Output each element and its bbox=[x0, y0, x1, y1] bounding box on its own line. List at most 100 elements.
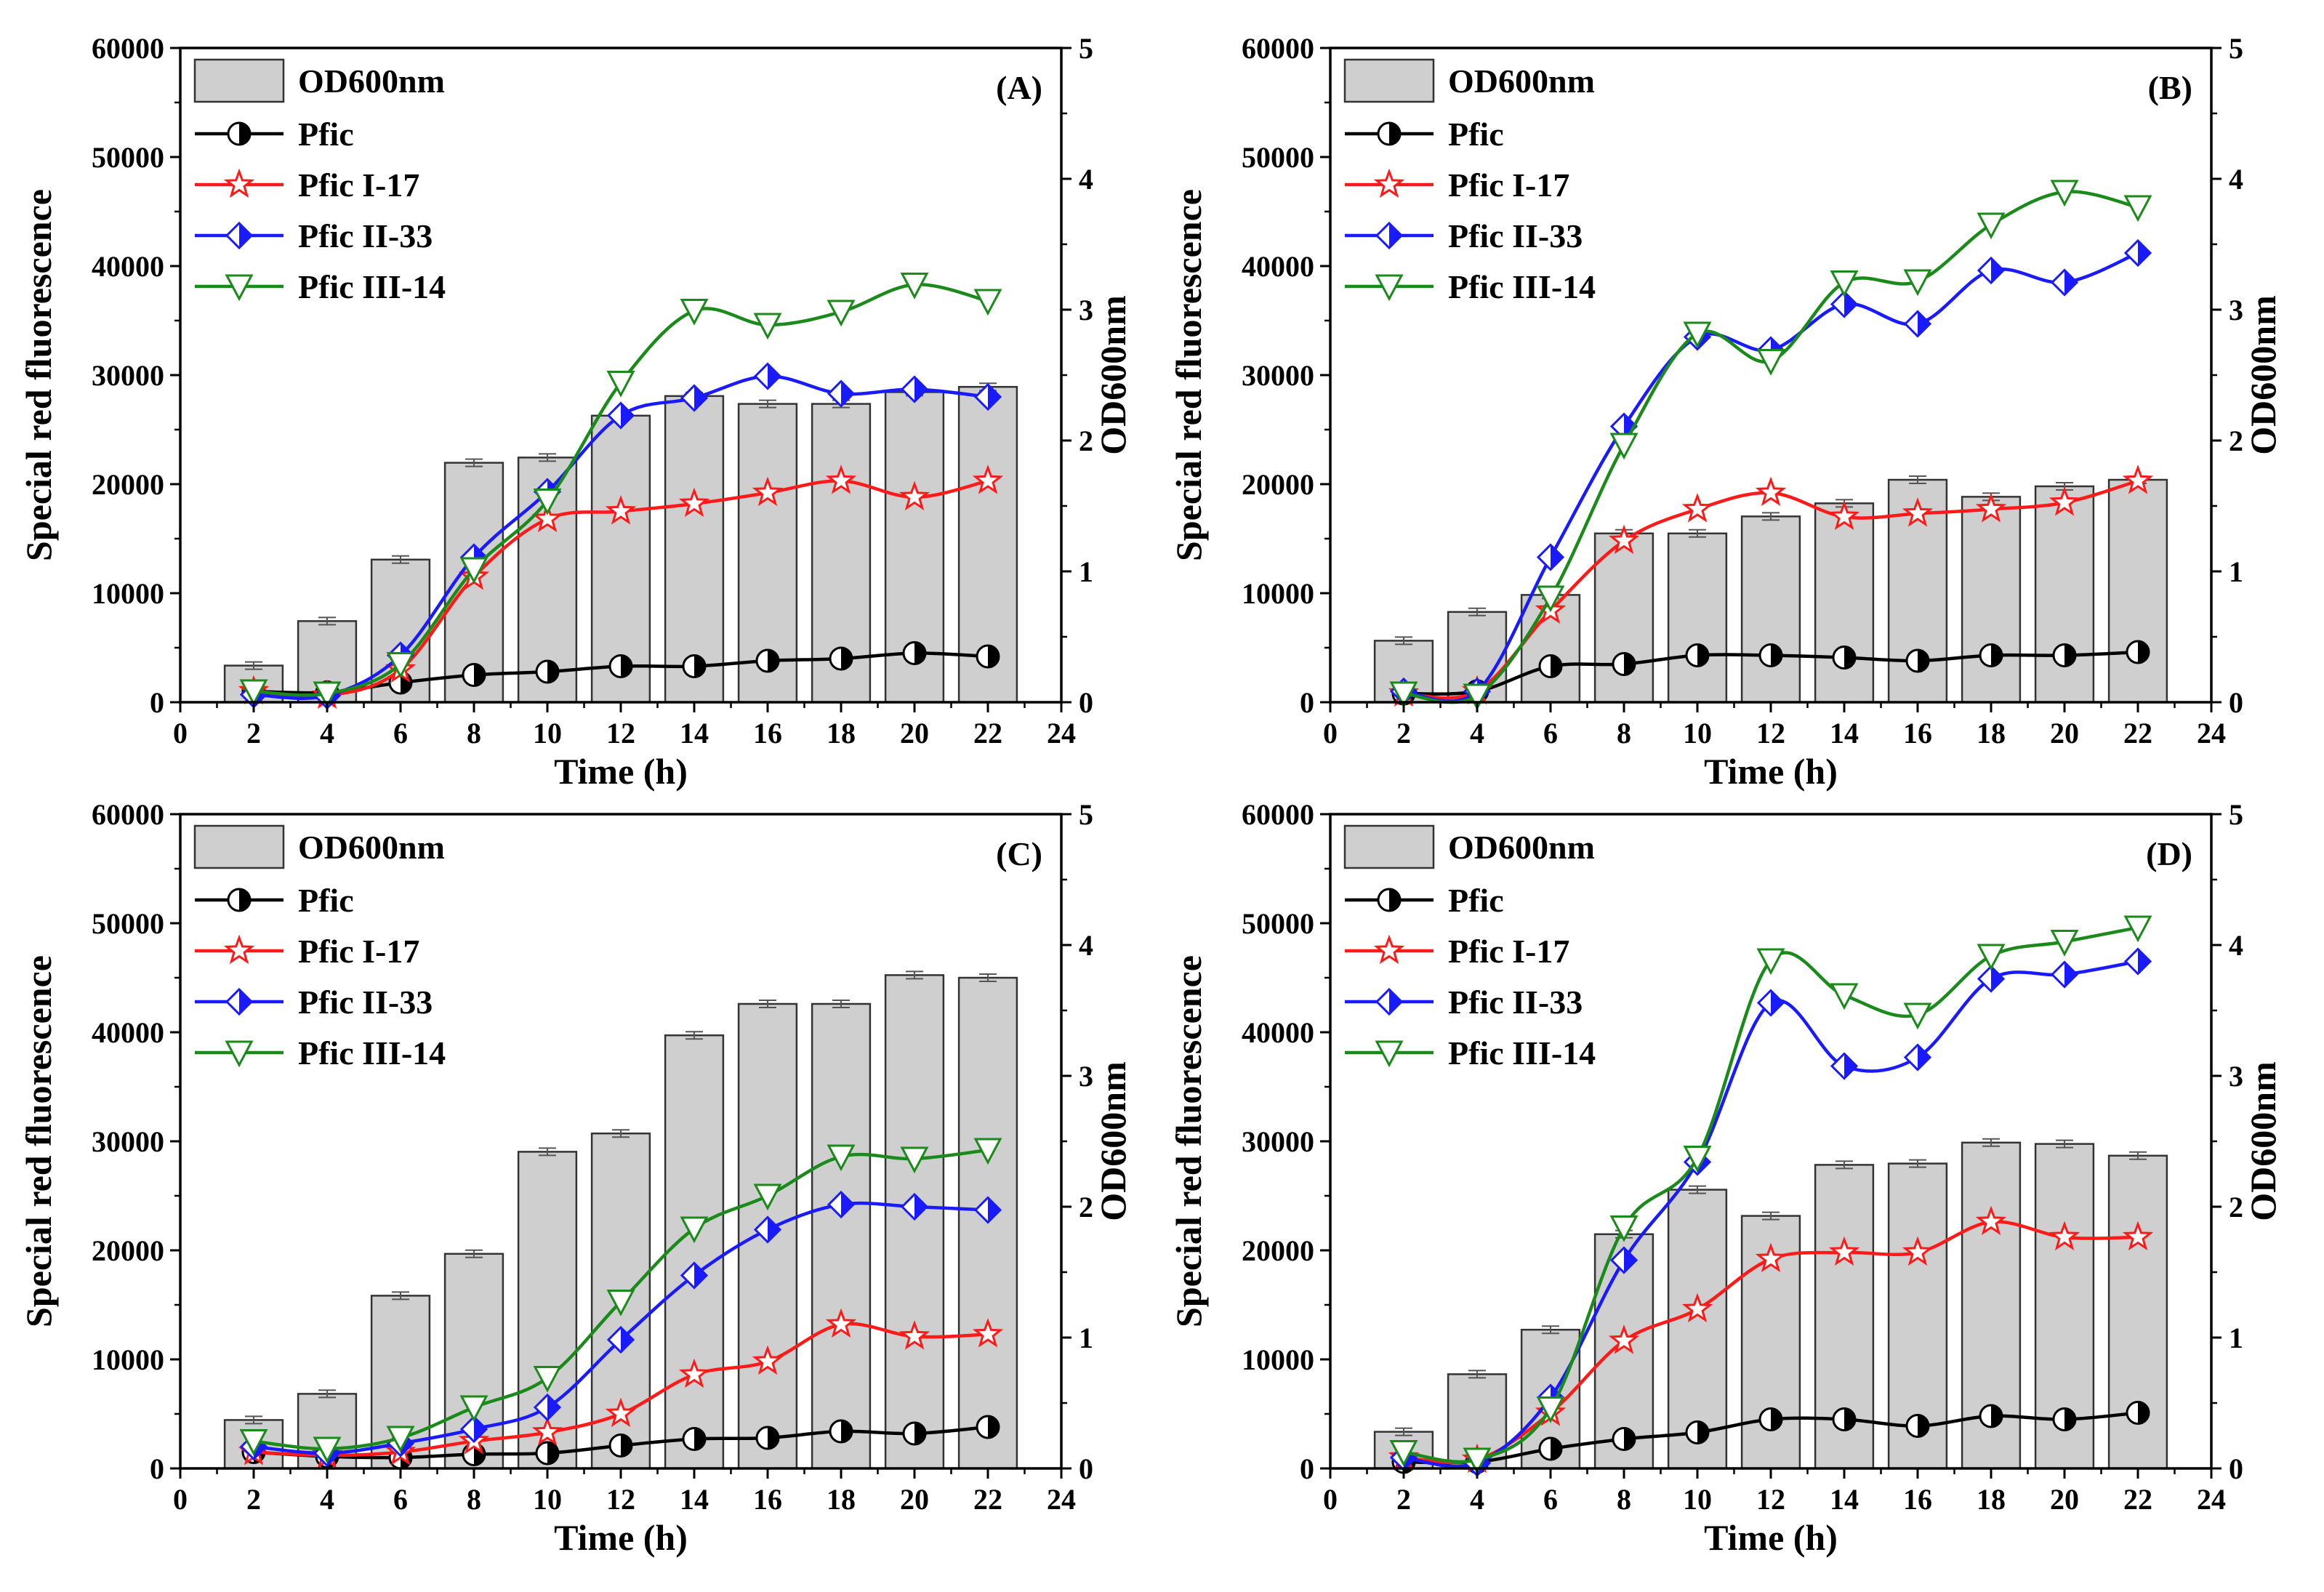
y-right-tick-label: 1 bbox=[2229, 1322, 2243, 1354]
x-tick-label: 4 bbox=[320, 1483, 334, 1516]
legend: OD600nm Pfic Pfic I-17 Pfic II-33 Pfic III-1… bbox=[1343, 58, 1596, 305]
legend-swatch-od600 bbox=[193, 824, 285, 869]
data-point-pfic-i-17 bbox=[1755, 476, 1787, 507]
data-point-pfic bbox=[1758, 643, 1783, 667]
data-point-pfic bbox=[462, 663, 486, 687]
y-left-tick-label: 50000 bbox=[92, 907, 164, 940]
legend-label-od600: OD600nm bbox=[1448, 829, 1595, 866]
data-point-pfic-iii-14 bbox=[1756, 948, 1785, 976]
x-tick-label: 6 bbox=[1543, 1483, 1558, 1516]
data-point-pfic-i-17 bbox=[2122, 465, 2154, 494]
error-bar bbox=[612, 1129, 630, 1138]
y-left-tick-label: 50000 bbox=[1242, 907, 1314, 940]
data-point-pfic-i-17 bbox=[531, 1416, 563, 1446]
x-tick-label: 6 bbox=[393, 1483, 408, 1516]
panel-label: (A) bbox=[996, 69, 1042, 106]
data-point-pfic-iii-14 bbox=[1683, 1146, 1712, 1173]
y-left-axis-title: Special red fluorescence bbox=[1168, 955, 1209, 1327]
x-tick-label: 2 bbox=[1396, 1483, 1411, 1516]
data-point-pfic-i-17 bbox=[678, 487, 710, 518]
x-tick-label: 14 bbox=[680, 717, 709, 749]
error-bar bbox=[979, 973, 997, 982]
y-left-tick-label: 0 bbox=[150, 686, 164, 719]
y-left-tick-label: 40000 bbox=[92, 1016, 164, 1049]
x-tick-label: 20 bbox=[900, 1483, 929, 1516]
data-point-pfic bbox=[1979, 1404, 2003, 1428]
data-point-pfic bbox=[682, 654, 707, 678]
error-bar bbox=[245, 661, 262, 670]
data-point-pfic-iii-14 bbox=[753, 1183, 782, 1211]
legend-label-pfic-ii-33: Pfic II-33 bbox=[298, 217, 433, 254]
y-left-tick-label: 50000 bbox=[92, 141, 164, 174]
data-point-pfic-iii-14 bbox=[1609, 433, 1639, 460]
x-tick-label: 10 bbox=[533, 717, 562, 749]
data-point-pfic-ii-33 bbox=[680, 1261, 709, 1290]
y-left-tick-label: 0 bbox=[150, 1452, 164, 1485]
error-bar bbox=[539, 453, 556, 462]
data-point-pfic-iii-14 bbox=[1609, 1215, 1639, 1242]
x-tick-label: 12 bbox=[606, 717, 635, 749]
data-point-pfic-iii-14 bbox=[680, 1216, 709, 1244]
error-bar bbox=[1395, 1427, 1412, 1436]
data-point-pfic-i-17 bbox=[1608, 524, 1640, 555]
data-point-pfic-iii-14 bbox=[753, 313, 782, 340]
x-tick-label: 24 bbox=[2197, 1483, 2226, 1516]
data-point-pfic-iii-14 bbox=[386, 1426, 415, 1453]
y-right-tick-label: 5 bbox=[1079, 798, 1093, 831]
data-point-pfic-iii-14 bbox=[313, 1436, 342, 1464]
data-point-pfic-ii-33 bbox=[2050, 960, 2079, 989]
x-tick-label: 0 bbox=[173, 717, 188, 749]
legend-marker-pfic-i-17 bbox=[1373, 168, 1405, 198]
x-tick-label: 2 bbox=[1396, 717, 1411, 749]
y-right-tick-label: 3 bbox=[1079, 1060, 1093, 1093]
data-point-pfic bbox=[535, 1441, 560, 1466]
error-bar bbox=[1762, 1211, 1780, 1221]
data-point-pfic-iii-14 bbox=[973, 1138, 1002, 1165]
data-point-pfic-iii-14 bbox=[1830, 983, 1859, 1010]
data-point-pfic-i-17 bbox=[1681, 493, 1713, 523]
x-tick-label: 22 bbox=[2123, 1483, 2152, 1516]
data-point-pfic-iii-14 bbox=[1903, 1002, 1932, 1030]
x-tick-label: 16 bbox=[753, 717, 782, 749]
legend-label-od600: OD600nm bbox=[1448, 63, 1595, 100]
legend-swatch-od600 bbox=[1343, 824, 1435, 869]
data-point-pfic-ii-33 bbox=[1903, 1043, 1932, 1072]
data-point-pfic-ii-33 bbox=[753, 1215, 782, 1244]
data-point-pfic-iii-14 bbox=[900, 273, 929, 299]
data-point-pfic bbox=[1979, 643, 2003, 667]
x-tick-label: 10 bbox=[1683, 1483, 1712, 1516]
y-left-tick-label: 0 bbox=[1300, 1452, 1314, 1485]
data-point-pfic-ii-33 bbox=[753, 362, 782, 390]
x-tick-label: 18 bbox=[827, 717, 856, 749]
legend-label-pfic-i-17: Pfic I-17 bbox=[1448, 933, 1569, 970]
x-tick-label: 16 bbox=[1903, 1483, 1932, 1516]
y-left-tick-label: 60000 bbox=[1242, 798, 1314, 831]
data-point-pfic-iii-14 bbox=[2123, 915, 2152, 943]
data-point-pfic-i-17 bbox=[898, 1320, 930, 1350]
x-tick-label: 12 bbox=[606, 1483, 635, 1516]
data-point-pfic-ii-33 bbox=[1977, 256, 2006, 285]
x-tick-label: 8 bbox=[1617, 1483, 1631, 1516]
x-tick-label: 20 bbox=[900, 717, 929, 749]
data-point-pfic-iii-14 bbox=[1683, 321, 1712, 349]
legend-label-pfic-iii-14: Pfic III-14 bbox=[1448, 268, 1596, 305]
data-point-pfic-i-17 bbox=[2048, 486, 2080, 516]
error-bar bbox=[318, 1389, 336, 1399]
data-point-pfic-ii-33 bbox=[1756, 989, 1785, 1017]
data-point-pfic-iii-14 bbox=[1389, 681, 1418, 709]
legend-marker-pfic-ii-33 bbox=[1375, 221, 1404, 250]
data-point-pfic-iii-14 bbox=[1830, 270, 1859, 297]
x-axis-title: Time (h) bbox=[1704, 1517, 1838, 1558]
data-point-pfic-i-17 bbox=[1902, 497, 1934, 527]
data-point-pfic-ii-33 bbox=[680, 384, 709, 412]
legend-label-pfic-ii-33: Pfic II-33 bbox=[298, 984, 433, 1021]
data-point-pfic-iii-14 bbox=[1977, 944, 2006, 971]
od600-bar bbox=[1961, 496, 2022, 704]
data-point-pfic-iii-14 bbox=[1389, 1440, 1418, 1467]
data-point-pfic bbox=[608, 1434, 633, 1458]
data-point-pfic-i-17 bbox=[605, 1397, 637, 1428]
legend-marker-pfic-ii-33 bbox=[225, 987, 254, 1016]
data-point-pfic-ii-33 bbox=[2123, 947, 2152, 976]
legend-label-od600: OD600nm bbox=[298, 829, 445, 866]
x-tick-label: 8 bbox=[1617, 717, 1631, 749]
